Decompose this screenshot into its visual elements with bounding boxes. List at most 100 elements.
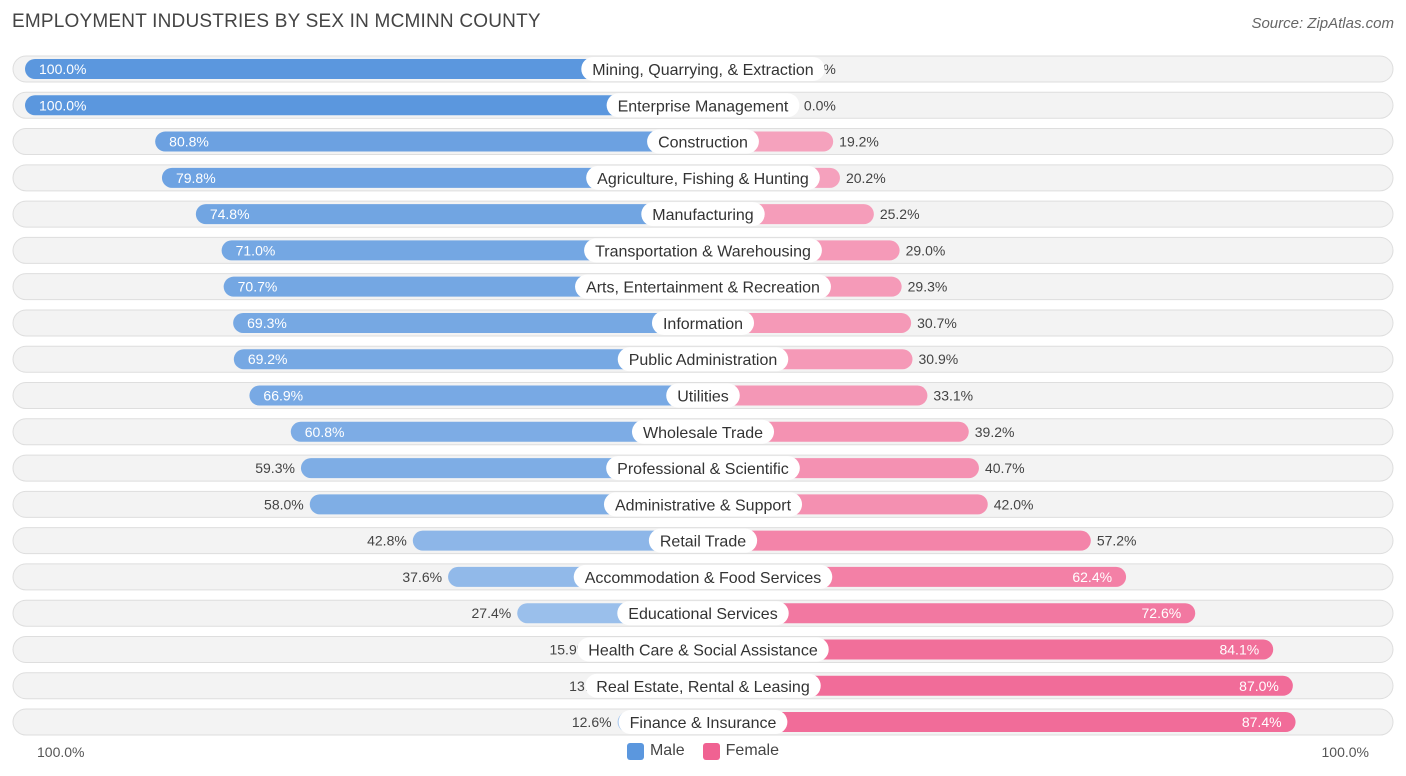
male-value-label: 42.8% <box>367 533 407 549</box>
male-bar <box>221 240 703 261</box>
category-pill <box>651 310 755 335</box>
category-label-text: Accommodation & Food Services <box>585 570 822 587</box>
female-value-label: 87.0% <box>1239 678 1279 694</box>
category-label-text: Administrative & Support <box>615 497 792 514</box>
male-value-label: 37.6% <box>402 569 442 585</box>
legend-label-male: Male <box>649 742 685 759</box>
category-label-text: Professional & Scientific <box>617 461 789 478</box>
male-value-label: 58.0% <box>264 496 304 512</box>
female-value-label: 19.2% <box>839 134 879 150</box>
male-bar <box>195 204 703 225</box>
category-pill <box>641 202 765 227</box>
male-value-label: 70.7% <box>238 279 278 295</box>
category-pill <box>573 564 833 589</box>
male-value-label: 74.8% <box>210 206 250 222</box>
category-label-text: Mining, Quarrying, & Extraction <box>592 62 813 79</box>
category-label-text: Retail Trade <box>660 534 746 551</box>
male-bar <box>300 458 703 479</box>
category-label: Educational Services <box>617 601 789 626</box>
male-bar <box>161 167 703 188</box>
category-label-text: Information <box>663 316 743 333</box>
axis-left-label: 100.0% <box>37 744 85 760</box>
legend-item-female[interactable]: Female <box>702 742 779 760</box>
male-value-label: 80.8% <box>169 134 209 150</box>
chart-row: 70.7% 29.3% Arts, Entertainment & Recreati… <box>12 273 1394 301</box>
category-label-text: Health Care & Social Assistance <box>588 642 818 659</box>
category-label-text: Utilities <box>677 389 729 406</box>
category-pill <box>617 347 789 372</box>
male-bar <box>412 530 703 551</box>
female-bar <box>703 603 1196 624</box>
male-bar <box>249 385 703 406</box>
category-pill <box>603 492 803 517</box>
category-label: Agriculture, Fishing & Hunting <box>586 165 820 190</box>
category-label: Retail Trade <box>648 528 758 553</box>
category-label: Health Care & Social Assistance <box>577 637 829 662</box>
chart-row: 27.4% 72.6% Educational Services <box>12 599 1394 627</box>
male-value-label: 60.8% <box>305 424 345 440</box>
female-value-label: 72.6% <box>1142 605 1182 621</box>
category-label: Public Administration <box>617 347 789 372</box>
chart-row: 12.6% 87.4% Finance & Insurance <box>12 708 1394 736</box>
chart-title: EMPLOYMENT INDUSTRIES BY SEX IN MCMINN C… <box>12 11 541 32</box>
female-swatch-icon <box>702 742 720 760</box>
chart-row: 37.6% 62.4% Accommodation & Food Services <box>12 563 1394 591</box>
male-bar <box>233 312 703 333</box>
male-bar <box>25 59 703 79</box>
category-label: Utilities <box>666 383 740 408</box>
female-value-label: 42.0% <box>994 496 1034 512</box>
female-bar <box>703 530 1091 551</box>
category-label: Wholesale Trade <box>631 419 775 444</box>
female-value-label: 0.0% <box>804 97 836 113</box>
category-label: Administrative & Support <box>603 492 803 517</box>
category-label-text: Arts, Entertainment & Recreation <box>586 280 820 297</box>
category-label: Finance & Insurance <box>618 710 788 735</box>
category-label-text: Agriculture, Fishing & Hunting <box>597 171 809 188</box>
chart-row: 59.3% 40.7% Professional & Scientific <box>12 454 1394 482</box>
male-value-label: 79.8% <box>176 170 216 186</box>
female-value-label: 40.7% <box>985 460 1025 476</box>
female-value-label: 29.3% <box>908 279 948 295</box>
category-label-text: Wholesale Trade <box>643 425 763 442</box>
chart-row: 66.9% 33.1% Utilities <box>12 382 1394 410</box>
chart-row: 74.8% 25.2% Manufacturing <box>12 200 1394 228</box>
female-value-label: 62.4% <box>1072 569 1112 585</box>
category-pill <box>617 601 789 626</box>
category-pill <box>666 383 740 408</box>
category-label: Construction <box>647 129 759 154</box>
category-label-text: Construction <box>658 135 748 152</box>
female-value-label: 29.0% <box>906 242 946 258</box>
male-value-label: 100.0% <box>39 61 86 77</box>
category-pill <box>585 673 821 698</box>
category-label: Transportation & Warehousing <box>584 238 822 263</box>
chart-row: 100.0%0.0%Mining, Quarrying, & Extractio… <box>12 55 1394 83</box>
category-label: Mining, Quarrying, & Extraction <box>581 57 825 81</box>
category-label: Manufacturing <box>641 202 765 227</box>
female-bar <box>703 712 1296 733</box>
male-value-label: 66.9% <box>263 388 303 404</box>
female-bar <box>703 385 928 406</box>
male-bar <box>309 494 703 515</box>
female-value-label: 20.2% <box>846 170 886 186</box>
male-value-label: 71.0% <box>236 242 276 258</box>
category-pill <box>648 528 758 553</box>
male-value-label: 12.6% <box>572 714 612 730</box>
female-value-label: 87.4% <box>1242 714 1282 730</box>
category-label-text: Public Administration <box>629 352 778 369</box>
female-bar <box>703 675 1293 696</box>
chart-row: 79.8% 20.2% Agriculture, Fishing & Hunting <box>12 164 1394 192</box>
category-label-text: Educational Services <box>628 606 777 623</box>
category-label: Enterprise Management <box>606 93 800 118</box>
category-pill <box>581 57 825 81</box>
female-bar <box>703 312 912 333</box>
male-value-label: 27.4% <box>472 605 512 621</box>
male-value-label: 69.3% <box>247 315 287 331</box>
female-value-label: 30.7% <box>917 315 957 331</box>
legend-item-male[interactable]: Male <box>626 742 685 760</box>
chart-row: 71.0% 29.0% Transportation & Warehousing <box>12 236 1394 264</box>
category-label: Arts, Entertainment & Recreation <box>575 274 831 299</box>
female-value-label: 25.2% <box>880 206 920 222</box>
category-label-text: Transportation & Warehousing <box>595 243 811 260</box>
male-value-label: 59.3% <box>255 460 295 476</box>
male-bar <box>233 349 703 370</box>
